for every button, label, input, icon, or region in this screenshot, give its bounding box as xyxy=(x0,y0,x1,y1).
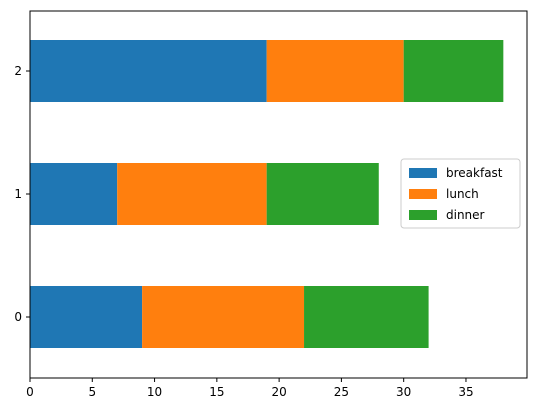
x-tick-label-30: 30 xyxy=(396,385,411,399)
x-tick-label-10: 10 xyxy=(147,385,162,399)
x-tick-label-5: 5 xyxy=(88,385,96,399)
legend-label-lunch: lunch xyxy=(446,187,479,201)
legend-swatch-breakfast xyxy=(409,168,437,178)
bar-dinner-1 xyxy=(266,163,379,225)
legend-swatch-dinner xyxy=(409,210,437,220)
y-axis-ticks: 0 1 2 xyxy=(14,64,30,324)
x-tick-label-20: 20 xyxy=(271,385,286,399)
y-tick-label-0: 0 xyxy=(14,310,22,324)
y-tick-label-2: 2 xyxy=(14,64,22,78)
bar-dinner-2 xyxy=(403,40,504,102)
legend-label-breakfast: breakfast xyxy=(446,166,503,180)
bar-lunch-0 xyxy=(142,286,305,348)
bar-breakfast-2 xyxy=(30,40,267,102)
legend: breakfast lunch dinner xyxy=(400,158,521,229)
x-tick-label-25: 25 xyxy=(334,385,349,399)
x-tick-label-15: 15 xyxy=(209,385,224,399)
legend-swatch-lunch xyxy=(409,189,437,199)
bar-lunch-2 xyxy=(266,40,404,102)
bar-dinner-0 xyxy=(304,286,429,348)
legend-label-dinner: dinner xyxy=(446,208,485,222)
bars-group xyxy=(30,40,504,348)
x-tick-label-35: 35 xyxy=(458,385,473,399)
bar-lunch-1 xyxy=(117,163,267,225)
x-tick-label-0: 0 xyxy=(26,385,34,399)
y-tick-label-1: 1 xyxy=(14,187,22,201)
bar-breakfast-0 xyxy=(30,286,143,348)
bar-breakfast-1 xyxy=(30,163,118,225)
x-axis-ticks: 0 5 10 15 20 25 30 35 xyxy=(26,378,474,399)
